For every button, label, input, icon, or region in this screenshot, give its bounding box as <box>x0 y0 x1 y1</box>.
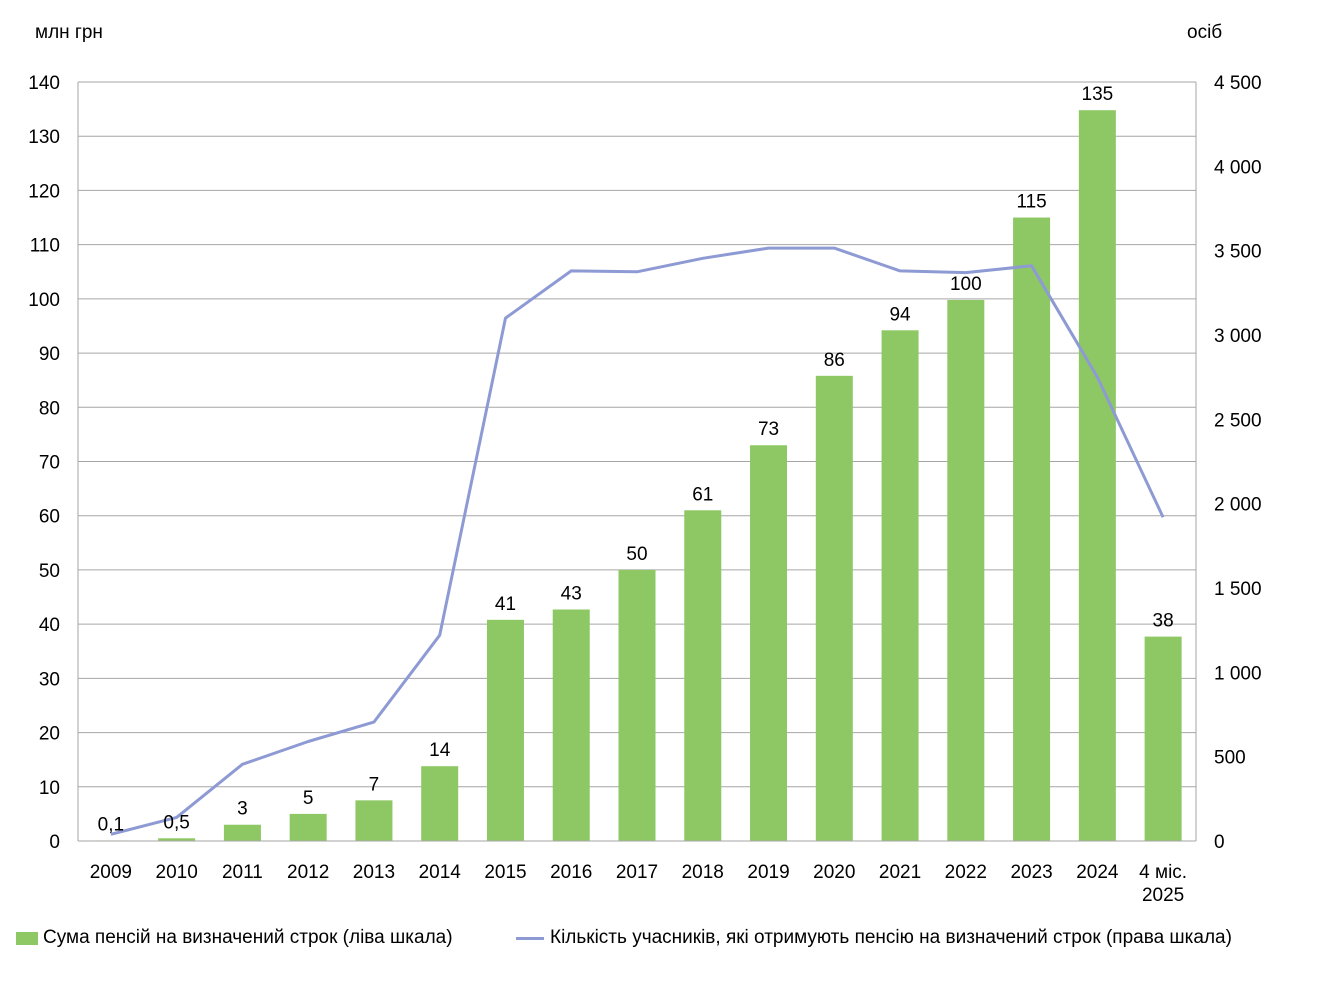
category-label: 2011 <box>222 862 263 883</box>
line-series <box>110 246 1165 836</box>
bar <box>486 619 524 841</box>
bar-data-label: 0,5 <box>163 812 189 833</box>
bar-data-label: 3 <box>237 799 248 820</box>
category-label: 2021 <box>879 862 921 883</box>
bar <box>815 375 853 841</box>
left-tick-label: 80 <box>39 398 60 419</box>
left-tick-label: 30 <box>39 669 60 690</box>
bar-data-label: 41 <box>495 594 516 615</box>
bar <box>1078 110 1116 842</box>
legend-label-bars: Сума пенсій на визначений строк (ліва шк… <box>43 927 453 948</box>
bar-data-label: 115 <box>1016 192 1046 213</box>
category-label: 2010 <box>156 862 198 883</box>
bar-series <box>92 110 1182 842</box>
bar <box>158 838 196 841</box>
bar <box>355 800 393 841</box>
bar <box>289 813 327 841</box>
right-axis-ticks: 0 500 1 000 1 500 2 000 2 500 3 000 3 500 4 000 4… <box>1214 73 1262 853</box>
bar <box>881 330 919 841</box>
bar <box>618 569 656 841</box>
category-label: 2014 <box>419 862 462 883</box>
left-tick-label: 10 <box>39 778 60 799</box>
bar-data-label: 5 <box>303 788 314 809</box>
right-tick-label: 1 000 <box>1214 663 1262 684</box>
bar <box>750 445 788 841</box>
right-tick-label: 500 <box>1214 748 1246 769</box>
category-label: 2023 <box>1010 862 1052 883</box>
left-tick-label: 140 <box>28 73 60 94</box>
category-label: 2016 <box>550 862 592 883</box>
bar-data-label: 38 <box>1153 611 1174 632</box>
legend-swatch-line <box>516 936 544 940</box>
axes <box>77 82 1197 842</box>
left-axis-unit: млн грн <box>35 22 103 43</box>
bar-data-label: 43 <box>561 584 582 605</box>
category-label: 2024 <box>1076 862 1119 883</box>
legend-label-line: Кількість учасників, які отримують пенсі… <box>550 927 1232 948</box>
right-tick-label: 2 500 <box>1214 410 1262 431</box>
category-label: 2017 <box>616 862 658 883</box>
right-tick-label: 3 000 <box>1214 326 1262 347</box>
left-tick-label: 50 <box>39 561 60 582</box>
category-label: 4 міс. 2025 <box>1139 862 1187 906</box>
left-tick-label: 70 <box>39 453 60 474</box>
left-tick-label: 130 <box>28 127 60 148</box>
legend-item-bars: Сума пенсій на визначений строк (ліва шк… <box>16 927 453 949</box>
category-label: 2018 <box>682 862 724 883</box>
left-tick-label: 40 <box>39 615 60 636</box>
bar <box>223 824 261 841</box>
right-tick-label: 4 000 <box>1214 157 1262 178</box>
left-axis-ticks: 0 10 20 30 40 50 60 70 80 90 100 110 120 130 140 <box>28 73 60 853</box>
category-label: 2013 <box>353 862 395 883</box>
bar-data-labels: 0,1 0,5 3 5 7 14 41 43 50 61 73 86 94 100 115 135 38 <box>98 84 1174 835</box>
bar-data-label: 14 <box>429 740 451 761</box>
category-label: 2020 <box>813 862 855 883</box>
bar-data-label: 7 <box>369 774 380 795</box>
left-tick-label: 20 <box>39 724 60 745</box>
legend-swatch-bar <box>16 931 38 945</box>
participants-line <box>110 246 1165 836</box>
bar <box>1144 636 1182 841</box>
right-tick-label: 2 000 <box>1214 495 1262 516</box>
bar-data-label: 86 <box>824 350 845 371</box>
right-tick-label: 1 500 <box>1214 579 1262 600</box>
bar <box>1013 217 1051 842</box>
category-label: 2009 <box>90 862 132 883</box>
bar <box>947 299 985 842</box>
bar <box>552 609 590 841</box>
category-axis-ticks: 2009 2010 2011 2012 2013 2014 2015 2016 2017 2018… <box>90 862 1187 906</box>
bar-data-label: 94 <box>889 304 911 325</box>
category-label: 2022 <box>945 862 987 883</box>
left-tick-label: 0 <box>49 832 60 853</box>
category-label: 2012 <box>287 862 329 883</box>
bar-data-label: 50 <box>626 544 647 565</box>
bar-data-label: 135 <box>1082 84 1114 105</box>
category-label: 2019 <box>747 862 789 883</box>
left-tick-label: 110 <box>30 236 60 257</box>
bar-data-label: 61 <box>692 484 713 505</box>
legend-item-line: Кількість учасників, які отримують пенсі… <box>516 927 1232 949</box>
bar <box>684 510 722 841</box>
right-tick-label: 4 500 <box>1214 73 1262 94</box>
left-tick-label: 120 <box>28 181 60 202</box>
right-tick-label: 0 <box>1214 832 1225 853</box>
category-label: 2015 <box>484 862 526 883</box>
left-tick-label: 60 <box>39 507 60 528</box>
right-tick-label: 3 500 <box>1214 242 1262 263</box>
left-tick-label: 100 <box>28 290 60 311</box>
bar-data-label: 0,1 <box>98 814 124 835</box>
bar-data-label: 73 <box>758 419 779 440</box>
right-axis-unit: осіб <box>1187 22 1222 43</box>
bar <box>421 766 459 841</box>
legend: Сума пенсій на визначений строк (ліва шк… <box>16 927 1316 953</box>
bar-data-label: 100 <box>950 274 982 295</box>
left-tick-label: 90 <box>39 344 60 365</box>
